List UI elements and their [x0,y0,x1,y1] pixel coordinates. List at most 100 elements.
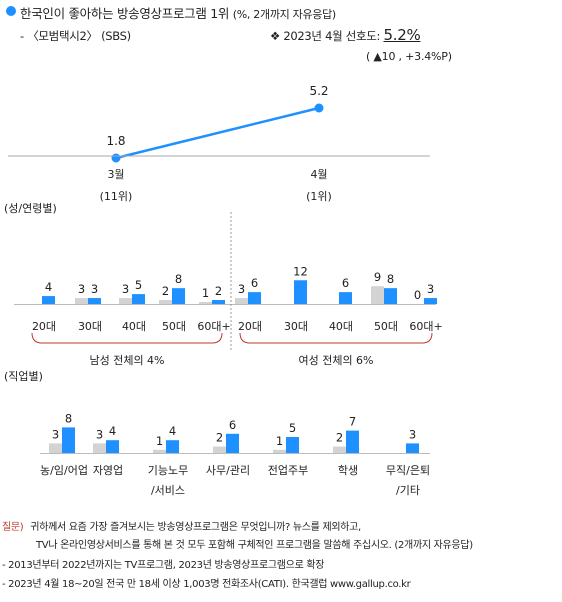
bar-previous-label: 2 [162,284,169,298]
bar-previous [333,446,346,453]
bar-current-label: 7 [349,415,356,429]
bar-previous [93,443,106,453]
bar-previous-label: 3 [96,427,103,441]
group-bracket [31,332,223,344]
bar-current [166,440,179,453]
bar-current-label: 3 [91,282,98,296]
bar-current [346,430,359,453]
bar-previous-label: 3 [78,282,85,296]
category-label: 30대 [284,320,308,333]
bar-current [226,433,239,453]
question-line-2: TV나 온라인영상서비스를 통해 본 것 모두 포함해 구체적인 프로그램을 말… [36,540,473,551]
bar-current [294,280,307,304]
category-label: 무직/은퇴 [386,464,430,477]
group-bracket [239,332,433,344]
bar-current [132,294,145,304]
bar-current-label: 2 [215,284,222,298]
category-label: /기타 [396,484,420,497]
bar-previous [199,302,212,304]
bar-previous [213,446,226,453]
bar-previous-label: 1 [202,286,209,300]
trend-month-label: 4월 [310,168,327,181]
preference-change: ( ▲10 , +3.4%P) [366,50,452,63]
category-label: 사무/관리 [206,464,250,477]
bar-current-label: 3 [427,282,434,296]
bar-current [62,427,75,453]
trend-value-label: 1.8 [106,134,125,148]
bar-previous-label: 1 [156,434,163,448]
category-label: 전업주부 [268,464,308,477]
category-label: 60대+ [409,320,442,333]
bar-current [286,437,299,453]
page-title: 한국인이 좋아하는 방송영상프로그램 1위 (%, 2개까지 자유응답) [20,3,336,22]
category-label: 20대 [32,320,56,333]
preference-label: ❖ 2023년 4월 선호도: [270,29,381,43]
chart-group-label: (성/연령별) [4,202,57,215]
trend-line [115,106,320,160]
bar-current [339,292,352,304]
bar-previous [119,298,132,304]
trend-point [111,153,121,163]
note-line-3: - 2013년부터 2022년까지는 TV프로그램, 2023년 방송영상프로그… [2,560,325,571]
bar-current-label: 5 [289,421,296,435]
bar-current [88,298,101,304]
group-total-label: 남성 전체의 4% [89,354,164,367]
category-label: 50대 [162,320,186,333]
category-label: /서비스 [151,484,185,497]
group-total-label: 여성 전체의 6% [298,354,373,367]
trend-rank-label: (11위) [100,190,133,203]
category-label: 농/임/어업 [40,464,88,477]
title-bullet-icon [6,6,16,16]
preference-value: 5.2% [383,26,421,44]
program-name: - 〈모범택시2〉 (SBS) [20,29,131,43]
occupation-chart: (직업별)38농/임/어업3 4자영업14기능노무/서비스26사무/관리15전업주… [4,370,430,497]
category-label: 자영업 [93,464,123,477]
bar-previous-label: 2 [216,431,223,445]
bar-current-label: 5 [135,278,142,292]
trend-month-label: 3월 [107,168,124,181]
bar-previous-label: 0 [414,288,421,302]
bar-current-label: 4 [45,280,52,294]
bar-current [248,292,261,304]
trend-chart: 1.8 5.2 3월 (11위) 4월 (1위) [8,84,430,203]
bar-current-label: 3 [409,427,416,441]
chart-group-label: (직업별) [4,370,43,383]
bar-current-label: 8 [175,272,182,286]
bar-previous [371,286,384,304]
category-label: 학생 [338,464,358,477]
question-note: 질문) 귀하께서 요즘 가장 즐겨보시는 방송영상프로그램은 무엇입니까? 뉴스… [2,518,361,533]
bar-current-label: 8 [65,411,72,425]
bar-previous [159,300,172,304]
bar-current-label: 12 [293,264,308,278]
category-label: 50대 [374,320,398,333]
category-label: 60대+ [197,320,230,333]
bar-previous [75,298,88,304]
bar-previous [153,449,166,453]
bar-previous-label: 9 [374,270,381,284]
bar-current [172,288,185,304]
bar-previous-label: 3 [238,282,245,296]
bar-current [212,300,225,304]
bar-current [424,298,437,304]
bar-current [106,440,119,453]
bar-current-label: 6 [251,276,258,290]
category-label: 40대 [329,320,353,333]
bar-previous [235,298,248,304]
question-line-1: 귀하께서 요즘 가장 즐겨보시는 방송영상프로그램은 무엇입니까? 뉴스를 제외… [30,522,361,533]
bar-previous-label: 3 [52,427,59,441]
title-unit: (%, 2개까지 자유응답) [232,8,336,21]
trend-rank-label: (1위) [306,190,332,203]
category-label: 20대 [238,320,262,333]
bar-current [42,296,55,304]
category-label: 40대 [122,320,146,333]
preference-line: ❖ 2023년 4월 선호도: 5.2% [270,26,421,44]
bar-current-label: 4 [109,424,116,438]
bar-current [406,443,419,453]
bar-previous [49,443,62,453]
note-line-4: - 2023년 4월 18~20일 전국 만 18세 이상 1,003명 전화조… [2,579,411,590]
title-text: 한국인이 좋아하는 방송영상프로그램 1위 [20,6,230,21]
bar-current-label: 6 [229,418,236,432]
bar-current-label: 4 [169,424,176,438]
bar-current-label: 6 [342,276,349,290]
